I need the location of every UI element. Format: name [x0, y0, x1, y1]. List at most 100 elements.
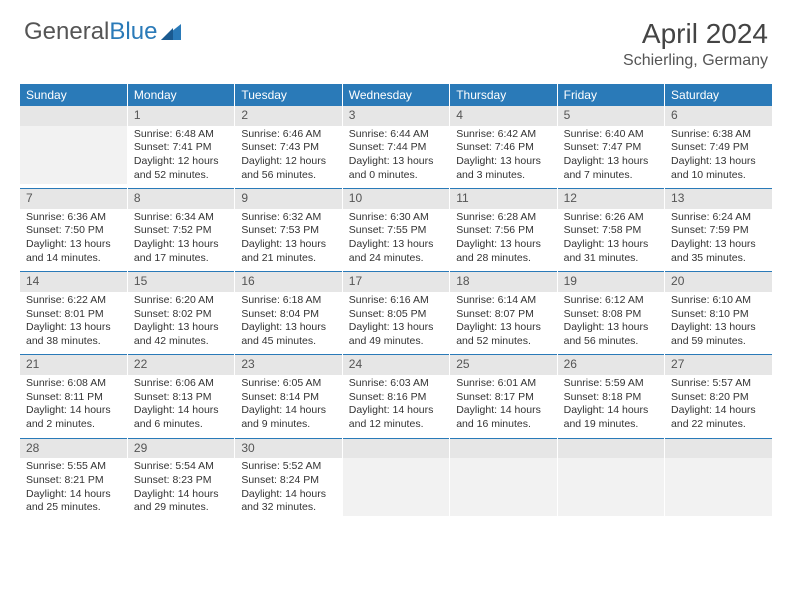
day-cell: 13Sunrise: 6:24 AMSunset: 7:59 PMDayligh… — [665, 189, 772, 272]
sunset-text: Sunset: 8:24 PM — [241, 474, 335, 488]
daylight-text: Daylight: 14 hours — [349, 404, 443, 418]
daylight-text: Daylight: 13 hours — [671, 238, 766, 252]
sunset-text: Sunset: 7:55 PM — [349, 224, 443, 238]
sunset-text: Sunset: 8:02 PM — [134, 308, 228, 322]
daylight-text: Daylight: 12 hours — [241, 155, 335, 169]
day-content: Sunrise: 6:28 AMSunset: 7:56 PMDaylight:… — [450, 209, 556, 272]
sunrise-text: Sunrise: 6:20 AM — [134, 294, 228, 308]
day-content: Sunrise: 5:52 AMSunset: 8:24 PMDaylight:… — [235, 458, 341, 521]
daylight-text-2: and 21 minutes. — [241, 252, 335, 266]
sunrise-text: Sunrise: 5:57 AM — [671, 377, 766, 391]
sunrise-text: Sunrise: 6:16 AM — [349, 294, 443, 308]
sunset-text: Sunset: 8:04 PM — [241, 308, 335, 322]
day-number: 8 — [128, 189, 234, 209]
logo-text-2: Blue — [109, 18, 157, 46]
daylight-text-2: and 14 minutes. — [26, 252, 121, 266]
daylight-text-2: and 42 minutes. — [134, 335, 228, 349]
sunrise-text: Sunrise: 6:48 AM — [134, 128, 228, 142]
day-cell: 16Sunrise: 6:18 AMSunset: 8:04 PMDayligh… — [235, 272, 342, 355]
day-number: 1 — [128, 106, 234, 126]
daylight-text-2: and 52 minutes. — [134, 169, 228, 183]
daylight-text: Daylight: 14 hours — [134, 488, 228, 502]
daylight-text-2: and 17 minutes. — [134, 252, 228, 266]
day-cell — [557, 439, 664, 521]
daylight-text: Daylight: 13 hours — [671, 155, 766, 169]
sunset-text: Sunset: 8:07 PM — [456, 308, 550, 322]
daylight-text-2: and 2 minutes. — [26, 418, 121, 432]
sunrise-text: Sunrise: 6:05 AM — [241, 377, 335, 391]
daylight-text: Daylight: 14 hours — [134, 404, 228, 418]
daylight-text: Daylight: 14 hours — [241, 404, 335, 418]
day-cell: 12Sunrise: 6:26 AMSunset: 7:58 PMDayligh… — [557, 189, 664, 272]
daylight-text-2: and 29 minutes. — [134, 501, 228, 515]
weekday-header: Wednesday — [342, 84, 449, 106]
day-content: Sunrise: 6:46 AMSunset: 7:43 PMDaylight:… — [235, 126, 341, 189]
day-content: Sunrise: 6:12 AMSunset: 8:08 PMDaylight:… — [558, 292, 664, 355]
sunset-text: Sunset: 8:23 PM — [134, 474, 228, 488]
day-cell: 14Sunrise: 6:22 AMSunset: 8:01 PMDayligh… — [20, 272, 127, 355]
day-number: 19 — [558, 272, 664, 292]
day-number: 16 — [235, 272, 341, 292]
daylight-text: Daylight: 14 hours — [456, 404, 550, 418]
daylight-text-2: and 16 minutes. — [456, 418, 550, 432]
daylight-text: Daylight: 13 hours — [456, 321, 550, 335]
day-number: 7 — [20, 189, 127, 209]
day-cell: 8Sunrise: 6:34 AMSunset: 7:52 PMDaylight… — [127, 189, 234, 272]
day-number: 11 — [450, 189, 556, 209]
day-cell — [20, 106, 127, 189]
sunrise-text: Sunrise: 6:08 AM — [26, 377, 121, 391]
daylight-text-2: and 10 minutes. — [671, 169, 766, 183]
daylight-text: Daylight: 13 hours — [671, 321, 766, 335]
day-number: 5 — [558, 106, 664, 126]
day-content: Sunrise: 6:24 AMSunset: 7:59 PMDaylight:… — [665, 209, 772, 272]
daylight-text-2: and 24 minutes. — [349, 252, 443, 266]
sunset-text: Sunset: 8:01 PM — [26, 308, 121, 322]
sunrise-text: Sunrise: 6:14 AM — [456, 294, 550, 308]
day-number — [450, 439, 556, 459]
day-number: 21 — [20, 355, 127, 375]
day-number — [558, 439, 664, 459]
sunrise-text: Sunrise: 6:06 AM — [134, 377, 228, 391]
daylight-text: Daylight: 13 hours — [26, 321, 121, 335]
weekday-header: Friday — [557, 84, 664, 106]
day-content: Sunrise: 6:14 AMSunset: 8:07 PMDaylight:… — [450, 292, 556, 355]
daylight-text-2: and 7 minutes. — [564, 169, 658, 183]
day-cell: 19Sunrise: 6:12 AMSunset: 8:08 PMDayligh… — [557, 272, 664, 355]
day-number: 3 — [343, 106, 449, 126]
day-cell — [665, 439, 772, 521]
day-cell — [450, 439, 557, 521]
weekday-header: Tuesday — [235, 84, 342, 106]
sunset-text: Sunset: 8:17 PM — [456, 391, 550, 405]
day-cell: 6Sunrise: 6:38 AMSunset: 7:49 PMDaylight… — [665, 106, 772, 189]
day-number: 23 — [235, 355, 341, 375]
day-cell: 9Sunrise: 6:32 AMSunset: 7:53 PMDaylight… — [235, 189, 342, 272]
sunrise-text: Sunrise: 5:52 AM — [241, 460, 335, 474]
day-content: Sunrise: 6:08 AMSunset: 8:11 PMDaylight:… — [20, 375, 127, 438]
weekday-header: Saturday — [665, 84, 772, 106]
day-content: Sunrise: 6:18 AMSunset: 8:04 PMDaylight:… — [235, 292, 341, 355]
day-content: Sunrise: 5:54 AMSunset: 8:23 PMDaylight:… — [128, 458, 234, 521]
day-number: 2 — [235, 106, 341, 126]
logo-sail-icon — [159, 22, 183, 42]
sunrise-text: Sunrise: 5:59 AM — [564, 377, 658, 391]
day-number: 20 — [665, 272, 772, 292]
daylight-text-2: and 59 minutes. — [671, 335, 766, 349]
day-number: 25 — [450, 355, 556, 375]
week-row: 1Sunrise: 6:48 AMSunset: 7:41 PMDaylight… — [20, 106, 772, 189]
day-cell: 23Sunrise: 6:05 AMSunset: 8:14 PMDayligh… — [235, 355, 342, 438]
daylight-text-2: and 0 minutes. — [349, 169, 443, 183]
day-number: 10 — [343, 189, 449, 209]
daylight-text-2: and 45 minutes. — [241, 335, 335, 349]
sunrise-text: Sunrise: 6:18 AM — [241, 294, 335, 308]
day-content: Sunrise: 6:40 AMSunset: 7:47 PMDaylight:… — [558, 126, 664, 189]
sunset-text: Sunset: 8:20 PM — [671, 391, 766, 405]
daylight-text: Daylight: 14 hours — [241, 488, 335, 502]
daylight-text: Daylight: 13 hours — [26, 238, 121, 252]
day-content: Sunrise: 6:36 AMSunset: 7:50 PMDaylight:… — [20, 209, 127, 272]
daylight-text-2: and 35 minutes. — [671, 252, 766, 266]
day-cell: 11Sunrise: 6:28 AMSunset: 7:56 PMDayligh… — [450, 189, 557, 272]
day-cell: 27Sunrise: 5:57 AMSunset: 8:20 PMDayligh… — [665, 355, 772, 438]
daylight-text: Daylight: 13 hours — [564, 155, 658, 169]
weekday-header: Thursday — [450, 84, 557, 106]
daylight-text: Daylight: 14 hours — [26, 404, 121, 418]
